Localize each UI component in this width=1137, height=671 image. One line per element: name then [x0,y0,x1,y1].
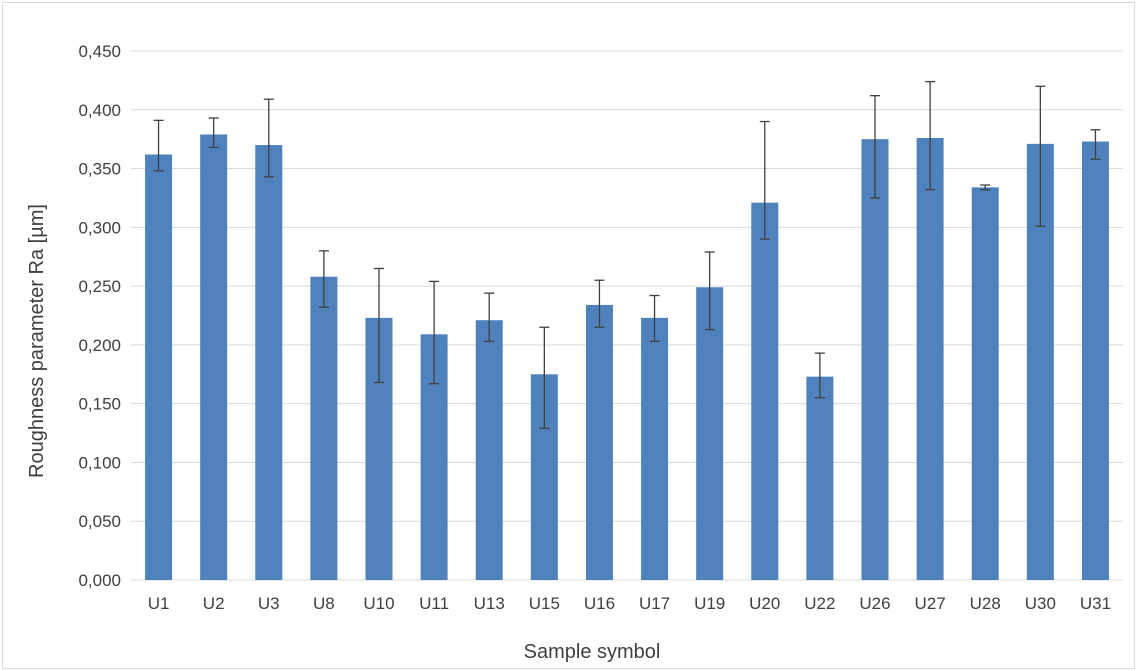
bar-u1 [145,154,173,580]
y-tick-label: 0,200 [78,336,121,355]
y-tick-label: 0,100 [78,453,121,472]
x-tick-label: U11 [419,594,449,613]
error-bar-u30 [1035,85,1046,227]
error-bar-u11 [429,280,440,385]
x-tick-label: U31 [1080,594,1111,613]
gridlines [131,50,1123,581]
error-bar-u3 [263,98,274,178]
y-tick-labels: 0,000 0,050 0,100 0,150 0,200 0,250 0,300 0,350… [78,42,121,590]
error-bar-u28 [980,184,991,191]
x-tick-label: U15 [529,594,560,613]
error-bar-u19 [704,251,715,331]
y-tick-label: 0,250 [78,277,121,296]
error-bar-u16 [594,279,605,328]
error-bar-u22 [814,352,825,399]
y-tick-label: 0,350 [78,160,121,179]
error-bar-u8 [318,250,329,308]
error-bar-u20 [759,120,770,240]
bar-u22 [806,376,834,580]
y-tick-label: 0,000 [78,571,121,590]
bar-u19 [696,287,724,580]
bar-u27 [916,137,944,581]
x-tick-label: U22 [804,594,835,613]
x-tick-label: U10 [363,594,394,613]
error-bar-u13 [484,292,495,343]
error-bar-u15 [539,326,550,430]
x-axis-title: Sample symbol [524,641,661,663]
x-tick-label: U16 [584,594,615,613]
bar-u28 [971,187,999,580]
error-bar-u17 [649,294,660,343]
x-tick-label: U1 [148,594,170,613]
x-tick-label: U2 [203,594,225,613]
error-bars [153,80,1101,430]
x-tick-label: U26 [859,594,890,613]
y-axis-title: Roughness parameter Ra [µm] [26,204,48,478]
error-bar-u26 [870,95,880,199]
bars [145,134,1109,581]
x-tick-label: U13 [474,594,505,613]
x-tick-label: U28 [970,594,1001,613]
x-tick-label: U20 [749,594,780,613]
y-tick-label: 0,450 [78,42,121,61]
x-tick-label: U17 [639,594,670,613]
error-bar-u27 [925,80,936,191]
y-tick-label: 0,150 [78,395,121,414]
y-tick-label: 0,300 [78,218,121,237]
y-tick-label: 0,050 [78,512,121,531]
x-tick-label: U8 [313,594,335,613]
bar-u26 [861,139,889,580]
x-tick-label: U3 [258,594,280,613]
x-tick-label: U27 [915,594,946,613]
bar-u31 [1081,141,1109,581]
bar-u3 [255,145,283,581]
bar-u17 [641,317,669,580]
bar-u16 [585,304,613,580]
error-bar-u1 [153,119,164,172]
bar-chart: 0,000 0,050 0,100 0,150 0,200 0,250 0,300 0,350… [26,42,1123,663]
x-tick-label: U19 [694,594,725,613]
bar-u8 [310,276,338,580]
x-tick-labels: U1 U2 U3 U8 U10 U11 U13 U15 U16 U17 U19 U20 U22 U26 U2… [148,594,1111,613]
y-tick-label: 0,400 [78,101,121,120]
x-tick-label: U30 [1025,594,1056,613]
error-bar-u31 [1090,129,1101,160]
error-bar-u10 [374,267,384,384]
bar-u13 [475,320,503,580]
bar-u2 [200,134,228,580]
error-bar-u2 [208,117,219,149]
bar-u20 [751,202,779,580]
